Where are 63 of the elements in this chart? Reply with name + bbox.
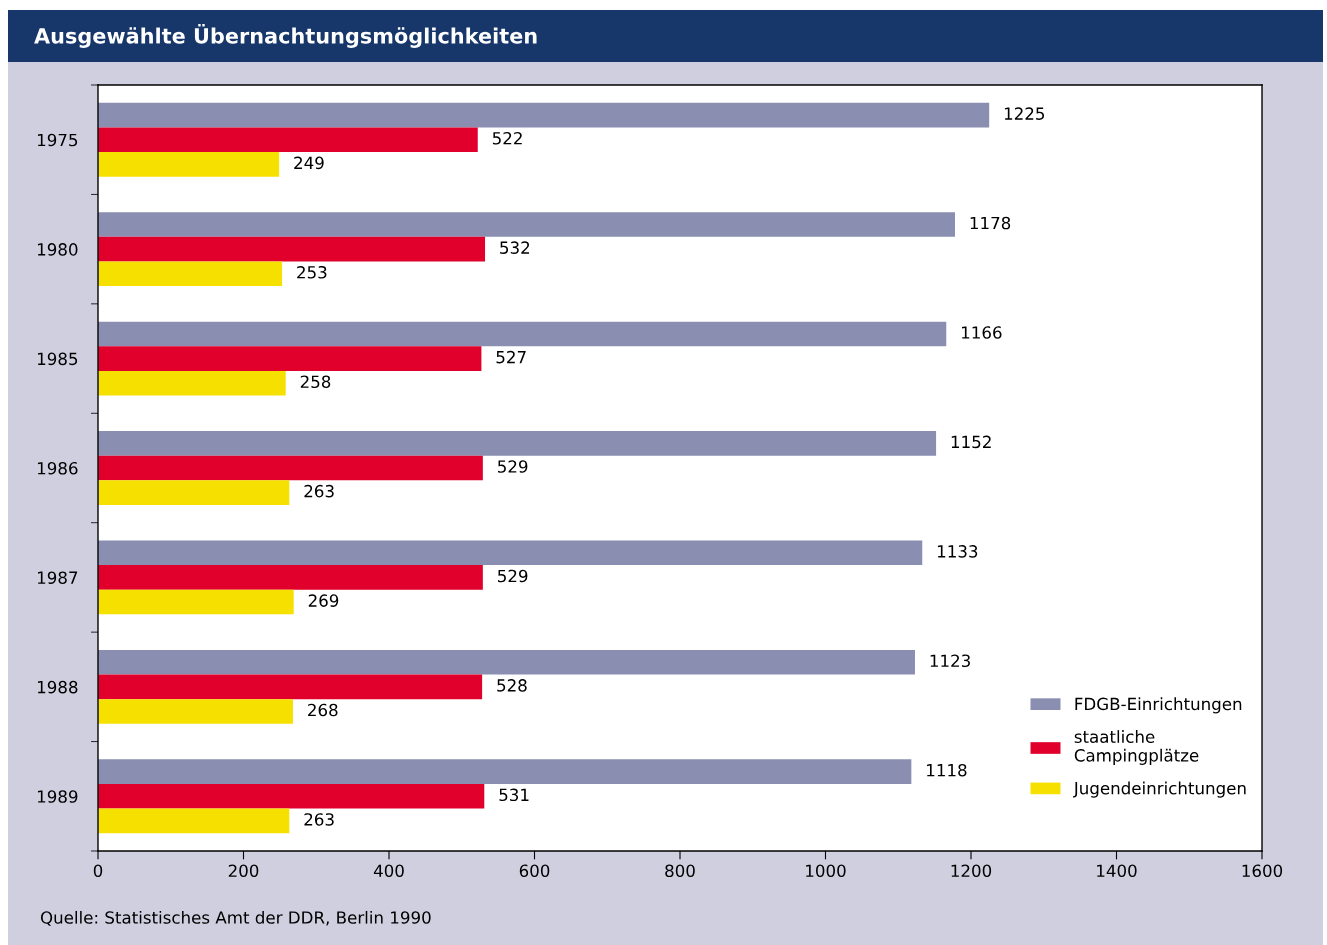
bar [98, 321, 947, 347]
legend-label: staatliche Campingplätze [1074, 730, 1199, 765]
data-label: 253 [297, 265, 327, 279]
data-label: 1133 [937, 545, 978, 558]
data-label: 1225 [1004, 107, 1045, 120]
x-tick-label: 400 [373, 864, 404, 878]
chart-title: Ausgewählte Übernachtungsmöglichkeiten [34, 24, 537, 48]
y-tick-label: 1988 [37, 680, 78, 694]
data-label: 269 [308, 594, 339, 607]
bar [98, 540, 923, 566]
legend-label: Jugendeinrichtungen [1072, 781, 1246, 798]
data-label: 522 [492, 131, 522, 145]
bar [98, 236, 486, 262]
data-label: 1118 [927, 763, 967, 777]
bar [98, 346, 482, 371]
data-label: 249 [294, 156, 324, 170]
y-tick-label: 1986 [37, 461, 78, 475]
data-label: 531 [499, 788, 529, 802]
source-note: Quelle: Statistisches Amt der DDR, Berlin 1990 [40, 910, 431, 926]
bar [98, 759, 912, 784]
bar [98, 370, 286, 396]
data-label: 258 [300, 375, 331, 389]
data-label: 528 [497, 679, 527, 692]
bar [98, 649, 915, 675]
y-tick-label: 1980 [37, 243, 78, 256]
data-label: 1166 [961, 326, 1002, 339]
bar [98, 699, 293, 724]
x-tick-label: 800 [665, 864, 695, 878]
data-label: 1123 [930, 654, 970, 668]
data-label: 1152 [951, 435, 991, 449]
data-label: 1178 [970, 216, 1011, 230]
bar [98, 455, 483, 481]
bar [98, 783, 485, 809]
y-tick-label: 1985 [37, 352, 78, 366]
x-tick-label: 200 [228, 864, 259, 878]
bar [98, 565, 483, 590]
x-tick-label: 1000 [806, 864, 846, 878]
bar [98, 152, 280, 177]
bar [98, 674, 483, 700]
bar [98, 212, 955, 237]
bar [98, 589, 294, 615]
y-tick-label: 1989 [37, 790, 78, 803]
x-tick-label: 1400 [1097, 864, 1137, 878]
data-label: 529 [498, 460, 528, 473]
y-tick-label: 1975 [37, 133, 78, 147]
x-tick-label: 1200 [951, 864, 992, 878]
bar [98, 431, 937, 456]
x-tick-label: 1600 [1242, 864, 1283, 878]
data-label: 532 [500, 241, 530, 254]
y-tick-label: 1987 [37, 571, 78, 584]
bar [98, 102, 990, 128]
data-label: 263 [304, 484, 334, 498]
legend-label: FDGB-Einrichtungen [1075, 697, 1242, 714]
x-tick-label: 600 [519, 864, 550, 878]
bar [98, 127, 478, 153]
data-label: 268 [308, 703, 338, 717]
data-label: 529 [498, 569, 528, 583]
data-label: 527 [496, 350, 526, 364]
data-label: 263 [304, 813, 334, 826]
x-tick-label: 0 [93, 864, 103, 878]
bar [98, 261, 283, 287]
bar [98, 480, 290, 505]
bar [98, 808, 290, 834]
